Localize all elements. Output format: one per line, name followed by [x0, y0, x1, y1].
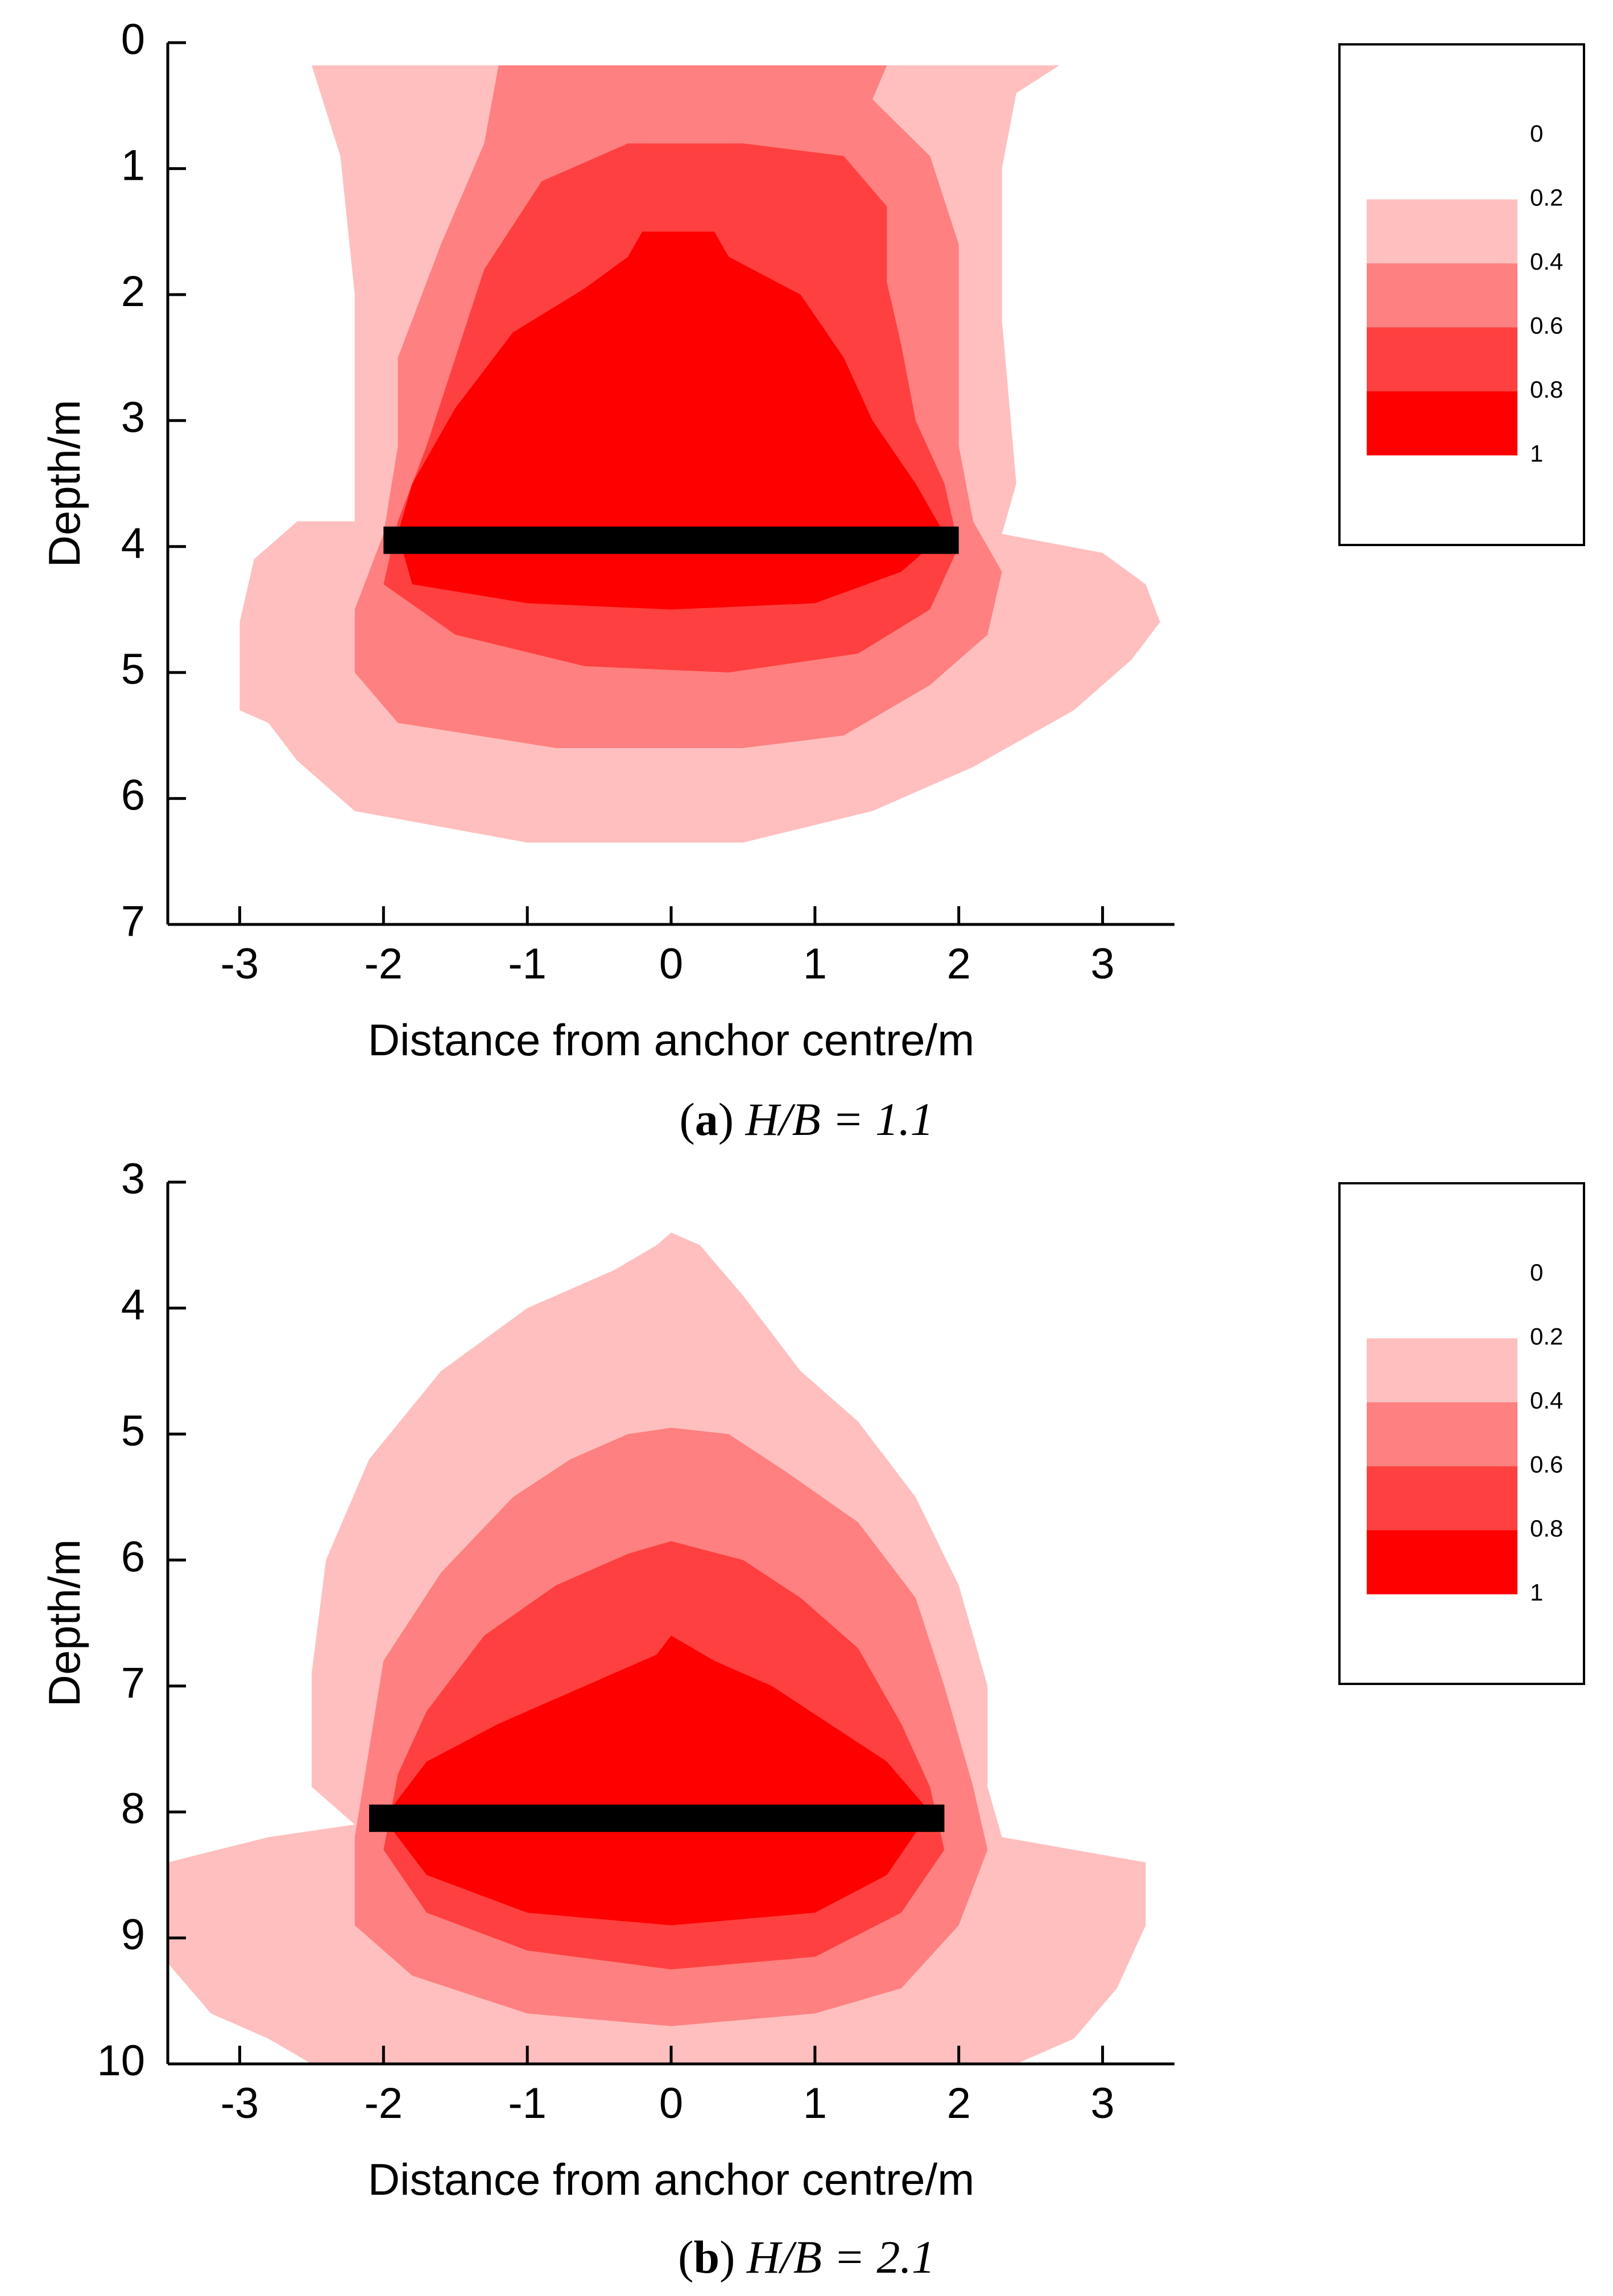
legend: 0 0.2 0.4 0.6 0.8 1 [1338, 43, 1585, 546]
legend-label: 0.8 [1530, 376, 1563, 403]
x-tick-label: -2 [364, 2079, 403, 2128]
y-tick-label: 3 [121, 1155, 145, 1203]
caption-text: H/B = 2.1 [735, 2231, 934, 2283]
panel-caption: (b) H/B = 2.1 [678, 2231, 935, 2283]
y-tick-label: 6 [121, 771, 145, 820]
legend-swatch [1367, 1530, 1517, 1595]
legend-label: 0.6 [1530, 312, 1563, 339]
y-tick-label: 4 [121, 519, 145, 568]
x-tick-label: 1 [803, 940, 827, 988]
y-tick-label: 4 [121, 1281, 145, 1329]
y-tick-label: 7 [121, 1659, 145, 1707]
legend-swatch [1367, 327, 1517, 391]
x-tick-label: 0 [659, 940, 683, 988]
legend: 0 0.2 0.4 0.6 0.8 1 [1338, 1182, 1585, 1685]
contour-region-0.8-1 [383, 1636, 930, 1926]
legend-frame [1338, 1182, 1585, 1685]
legend-label: 0 [1530, 120, 1543, 147]
y-tick-label: 6 [121, 1533, 145, 1581]
y-tick-label: 8 [121, 1785, 145, 1833]
legend-swatch [1367, 1338, 1517, 1402]
legend-swatch [1367, 263, 1517, 328]
x-tick-label: 3 [1090, 2079, 1114, 2128]
y-tick-label: 2 [121, 267, 145, 316]
x-tick-label: 1 [803, 2079, 827, 2128]
y-tick-label: 1 [121, 142, 145, 190]
y-tick-label: 9 [121, 1911, 145, 1959]
caption-letter: b [693, 2231, 719, 2283]
caption-letter: a [695, 1093, 718, 1145]
y-tick-label: 5 [121, 1407, 145, 1455]
panel-caption: (a) H/B = 1.1 [679, 1093, 933, 1145]
y-tick-label: 3 [121, 393, 145, 441]
legend-label: 0.4 [1530, 248, 1563, 275]
plot-area [239, 65, 1160, 843]
x-tick-label: -3 [221, 2079, 259, 2128]
x-tick-label: -1 [508, 2079, 547, 2128]
x-axis-label: Distance from anchor centre/m [368, 1015, 974, 1065]
legend-label: 1 [1530, 1579, 1543, 1606]
y-tick-label: 5 [121, 645, 145, 693]
caption-text: H/B = 1.1 [734, 1093, 933, 1145]
legend-label: 0.4 [1530, 1387, 1563, 1414]
legend-label: 1 [1530, 440, 1543, 467]
contour-region-0.8-1 [398, 232, 945, 610]
x-tick-label: -2 [364, 940, 403, 988]
anchor-plate [369, 1804, 945, 1832]
x-tick-label: -3 [221, 940, 259, 988]
plot-area [168, 1232, 1146, 2064]
x-axis-label: Distance from anchor centre/m [368, 2154, 974, 2204]
x-tick-label: 2 [947, 2079, 971, 2128]
x-tick-label: 0 [659, 2079, 683, 2128]
legend-label: 0.8 [1530, 1515, 1563, 1542]
legend-frame [1338, 43, 1585, 546]
y-tick-label: 7 [121, 897, 145, 945]
x-tick-label: 3 [1090, 940, 1114, 988]
panel-a: 0 1 2 3 4 5 6 7 -3 -2 -1 0 1 2 3 Distance from anchor c… [39, 15, 1585, 1145]
y-axis-label: Depth/m [39, 1539, 89, 1707]
y-axis-label: Depth/m [39, 400, 89, 568]
legend-swatch [1367, 1466, 1517, 1530]
y-tick-label: 10 [97, 2037, 145, 2085]
legend-label: 0.2 [1530, 184, 1563, 211]
legend-swatch [1367, 391, 1517, 456]
x-tick-label: 2 [947, 940, 971, 988]
x-tick-label: -1 [508, 940, 547, 988]
y-tick-label: 0 [121, 15, 145, 64]
legend-label: 0.6 [1530, 1451, 1563, 1478]
legend-swatch [1367, 1402, 1517, 1467]
legend-swatch [1367, 199, 1517, 263]
legend-label: 0.2 [1530, 1323, 1563, 1350]
legend-label: 0 [1530, 1259, 1543, 1286]
anchor-plate [383, 526, 959, 554]
